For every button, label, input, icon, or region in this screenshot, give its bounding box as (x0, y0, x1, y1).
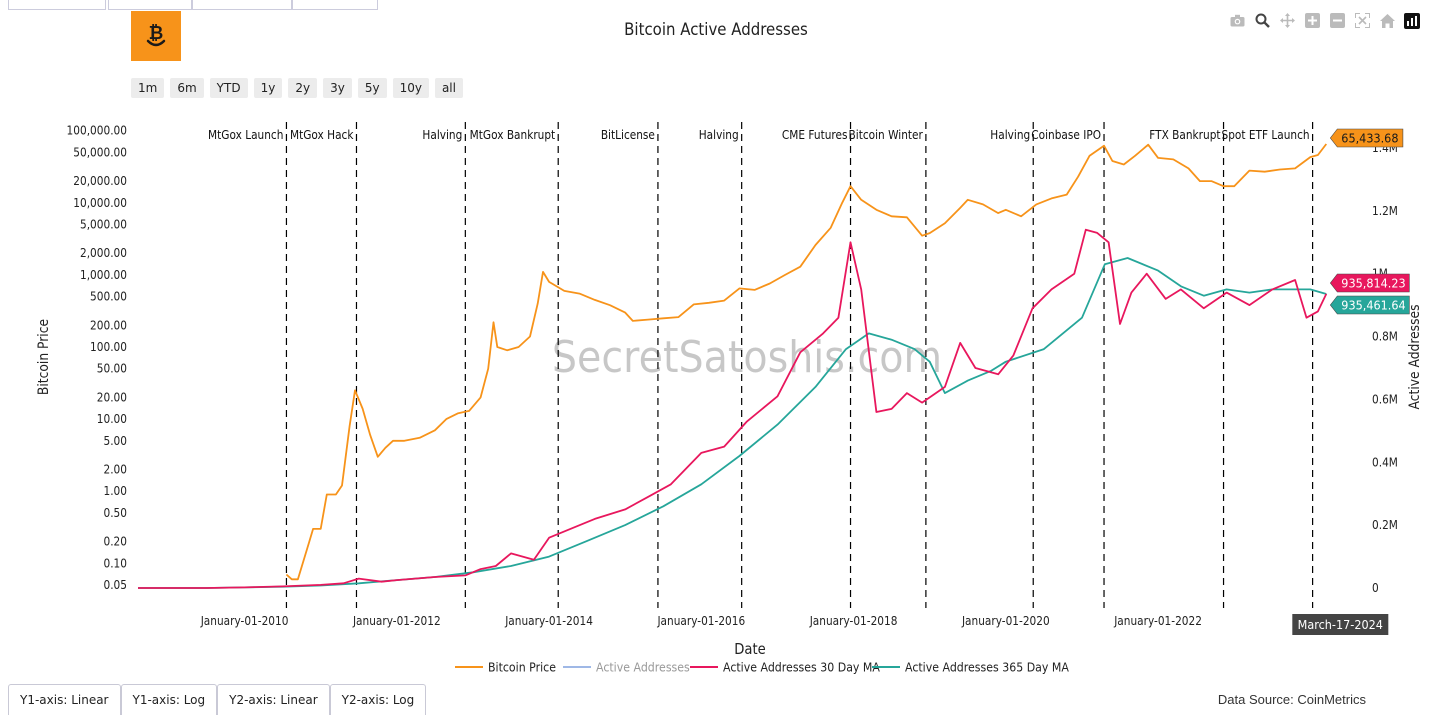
end-label-ma30: 935,814.23 (1341, 276, 1405, 291)
tab-y2-log[interactable]: Y2-axis: Log (329, 684, 427, 715)
y-left-tick-label: 200.00 (90, 319, 127, 333)
zoom-out-icon[interactable] (1329, 12, 1346, 29)
end-label-ma365-box (1329, 295, 1410, 315)
y-left-tick-label: 5,000.00 (80, 218, 127, 232)
hover-date-label: March-17-2024 (1298, 617, 1383, 632)
event-label: CME Futures (782, 128, 848, 142)
end-label-ma30-box (1329, 273, 1410, 293)
y-left-tick-label: 1,000.00 (80, 268, 127, 282)
y-right-axis-title: Active Addresses (1407, 304, 1423, 409)
top-tab[interactable] (108, 0, 192, 10)
event-label: Halving (422, 128, 462, 142)
bitcoin-logo-icon: ₿ (146, 23, 166, 47)
y-left-tick-label: 100,000.00 (67, 124, 127, 138)
y-left-tick-label: 2,000.00 (80, 247, 127, 261)
y-right-tick-label: 0.6M (1372, 393, 1398, 407)
series-line-price (285, 143, 1328, 581)
range-button-1m[interactable]: 1m (131, 78, 165, 98)
y-left-tick-label: 20,000.00 (73, 174, 127, 188)
y-right-tick-label: 0.2M (1372, 519, 1398, 533)
y-right-tick-label: 1.2M (1372, 204, 1398, 218)
legend-item-label: Active Addresses 30 Day MA (723, 660, 880, 675)
range-button-3y[interactable]: 3y (323, 78, 352, 98)
range-button-5y[interactable]: 5y (357, 78, 387, 98)
event-label: MtGox Launch (208, 128, 283, 142)
x-tick-label: January-01-2014 (504, 614, 593, 628)
y-left-tick-label: 50,000.00 (73, 146, 127, 160)
watermark: SecretSatoshis.com (552, 331, 942, 383)
zoom-icon[interactable] (1254, 12, 1271, 29)
axis-scale-tabs: Y1-axis: Linear Y1-axis: Log Y2-axis: Li… (8, 684, 427, 715)
chart-title: Bitcoin Active Addresses (624, 20, 808, 40)
range-selector: 1m 6m YTD 1y 2y 3y 5y 10y all (131, 78, 463, 98)
tab-y2-linear[interactable]: Y2-axis: Linear (217, 684, 330, 715)
y-left-tick-label: 100.00 (90, 340, 127, 354)
hover-date-box (1292, 614, 1389, 635)
x-tick-label: January-01-2010 (200, 614, 289, 628)
top-tab[interactable] (8, 0, 106, 10)
x-axis-title: Date (734, 641, 766, 658)
top-tab-strip (0, 0, 1456, 10)
event-label: MtGox Hack (290, 128, 354, 142)
svg-text:₿: ₿ (149, 23, 164, 44)
y-left-tick-label: 0.50 (103, 506, 127, 520)
event-label: Spot ETF Launch (1221, 128, 1309, 142)
y-left-tick-label: 0.20 (103, 535, 127, 549)
range-button-all[interactable]: all (434, 78, 463, 98)
y-left-tick-label: 10.00 (97, 412, 127, 426)
legend-item-label: Bitcoin Price (488, 660, 556, 675)
top-tab[interactable] (292, 0, 378, 10)
legend-item-label: Active Addresses 365 Day MA (905, 660, 1069, 675)
pan-icon[interactable] (1279, 12, 1296, 29)
zoom-in-icon[interactable] (1304, 12, 1321, 29)
y-left-tick-label: 2.00 (103, 463, 127, 477)
modebar (1229, 12, 1420, 29)
x-tick-label: January-01-2016 (657, 614, 746, 628)
series-line-ma365 (138, 257, 1327, 589)
x-tick-label: January-01-2022 (1113, 614, 1202, 628)
tab-y1-log[interactable]: Y1-axis: Log (120, 684, 218, 715)
y-left-tick-label: 10,000.00 (73, 196, 127, 210)
y-left-tick-label: 1.00 (103, 485, 127, 499)
y-left-tick-label: 0.05 (103, 578, 127, 592)
event-label: MtGox Bankrupt (470, 128, 556, 142)
y-right-tick-label: 0.4M (1372, 456, 1398, 470)
autoscale-icon[interactable] (1354, 12, 1371, 29)
range-button-ytd[interactable]: YTD (209, 78, 248, 98)
x-tick-label: January-01-2012 (352, 614, 441, 628)
end-label-ma365: 935,461.64 (1341, 298, 1405, 313)
event-label: Bitcoin Winter (849, 128, 924, 142)
y-right-tick-label: 0.8M (1372, 330, 1398, 344)
legend-item-label: Active Addresses (596, 660, 690, 675)
y-left-tick-label: 0.10 (103, 557, 127, 571)
plotly-logo-icon[interactable] (1404, 12, 1420, 29)
event-label: Coinbase IPO (1031, 128, 1101, 142)
range-button-1y[interactable]: 1y (253, 78, 283, 98)
top-tab[interactable] (192, 0, 292, 10)
tab-y1-linear[interactable]: Y1-axis: Linear (8, 684, 121, 715)
y-left-tick-label: 5.00 (103, 434, 127, 448)
bitcoin-smile-logo: ₿ (131, 11, 181, 61)
y-left-tick-label: 500.00 (90, 290, 127, 304)
y-right-tick-label: 0 (1372, 581, 1379, 595)
range-button-6m[interactable]: 6m (170, 78, 204, 98)
series-line-ma30 (138, 228, 1328, 589)
data-source: Data Source: CoinMetrics (1217, 692, 1366, 707)
end-label-price: 65,433.68 (1341, 131, 1398, 146)
range-button-2y[interactable]: 2y (288, 78, 318, 98)
camera-icon[interactable] (1229, 12, 1246, 29)
event-label: FTX Bankrupt (1149, 128, 1221, 142)
x-tick-label: January-01-2018 (809, 614, 898, 628)
x-tick-label: January-01-2020 (961, 614, 1050, 628)
y-left-axis-title: Bitcoin Price (36, 319, 52, 395)
range-button-10y[interactable]: 10y (392, 78, 429, 98)
y-left-tick-label: 50.00 (97, 362, 127, 376)
home-icon[interactable] (1379, 12, 1396, 29)
y-left-tick-label: 20.00 (97, 391, 127, 405)
event-label: BitLicense (601, 128, 655, 142)
event-label: Halving (990, 128, 1030, 142)
end-label-price-box (1329, 128, 1404, 148)
event-label: Halving (699, 128, 739, 142)
